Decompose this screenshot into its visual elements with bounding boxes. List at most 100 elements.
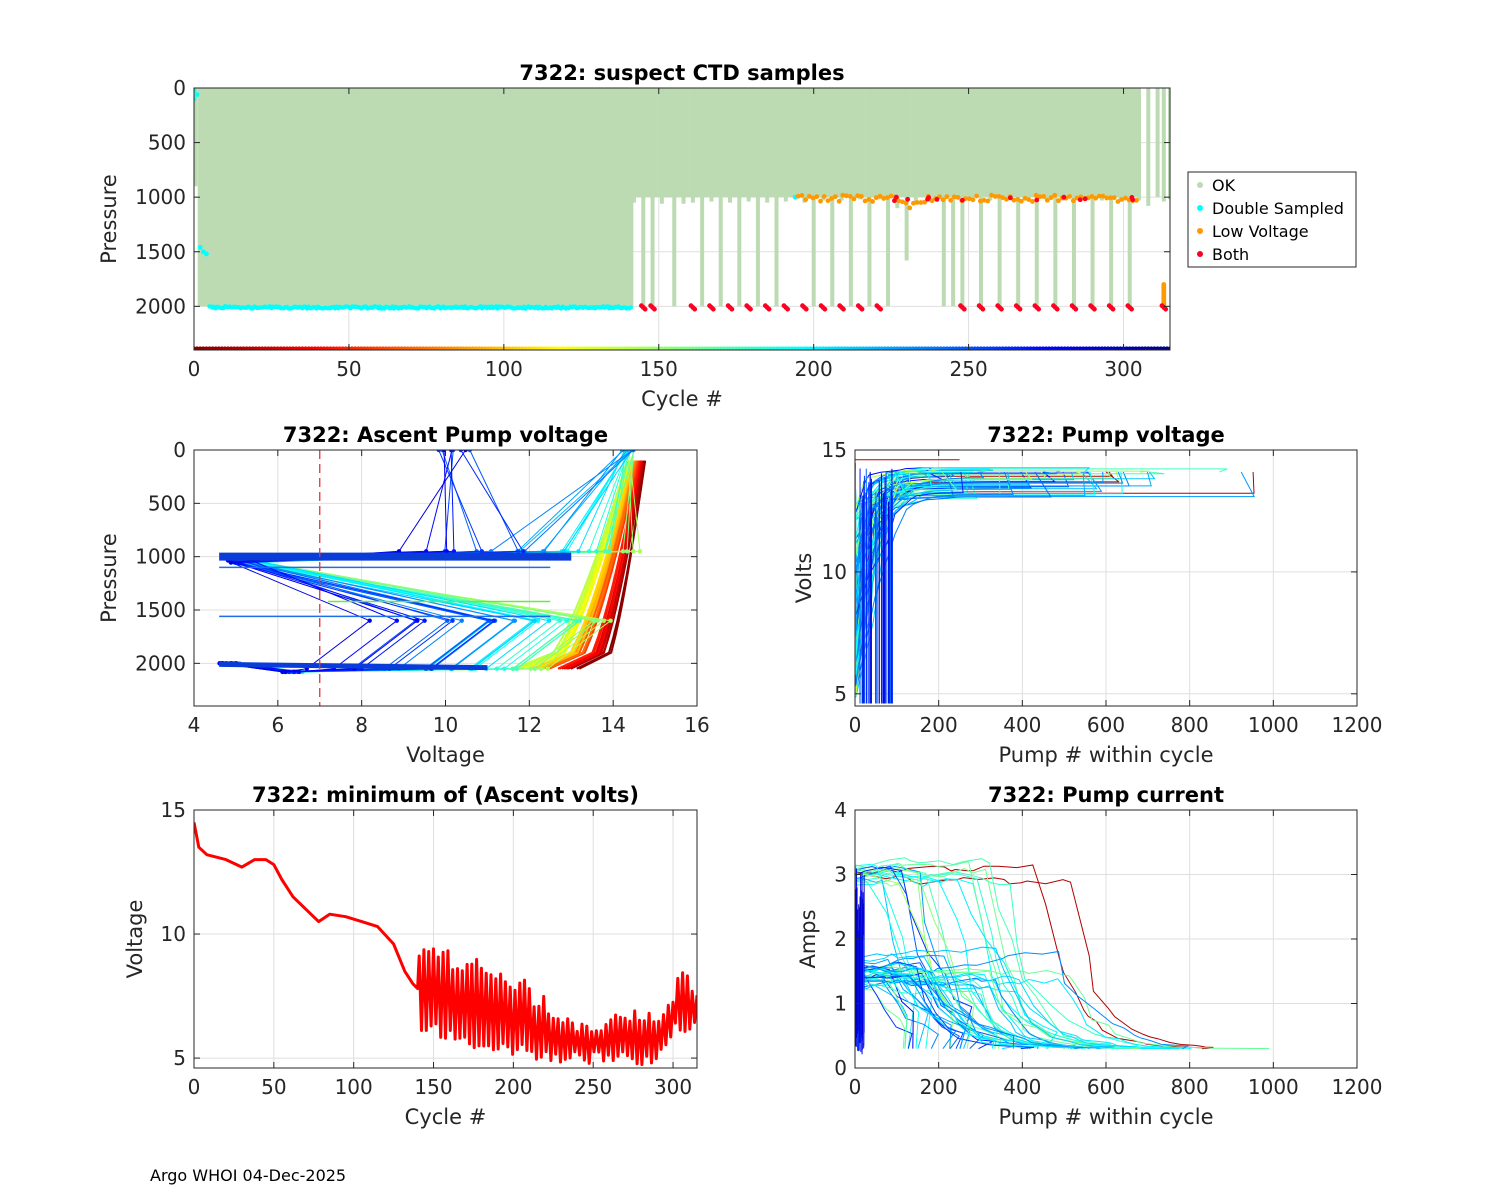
ascent-point [532,618,537,623]
ascent-point [606,549,611,554]
ascent-point [538,666,544,671]
low-voltage-point [914,200,920,205]
low-voltage-point [992,194,998,199]
x-tick-label: 0 [188,357,201,381]
low-voltage-point [1096,193,1102,199]
ascent-trace [546,460,637,670]
low-voltage-point [1044,197,1050,203]
x-tick-label: 1200 [1332,713,1383,737]
ascent-point [458,450,463,453]
y-tick-label: 1000 [135,545,186,569]
ascent-trace [564,460,642,670]
ascent-trace [570,460,645,670]
y-tick-label: 4 [834,798,847,822]
ascent-trace [517,460,629,670]
ascent-point [594,549,599,554]
x-axis-label: Cycle # [405,1105,487,1129]
pump-voltage-traces [855,459,1256,704]
chart-title: 7322: Ascent Pump voltage [283,423,608,447]
low-voltage-point [829,196,835,201]
low-voltage-point [966,196,972,202]
legend-label: Low Voltage [1212,222,1309,241]
both-point [692,306,698,312]
x-tick-label: 1200 [1332,1075,1383,1099]
low-voltage-point [1018,198,1024,204]
both-point [859,306,865,312]
y-tick-label: 15 [161,798,186,822]
ascent-point [491,618,496,623]
chart-title: 7322: suspect CTD samples [519,61,844,85]
low-voltage-point [1115,199,1121,204]
double-sampled-point [203,251,209,257]
low-voltage-point [1070,198,1076,204]
ascent-point [512,618,518,623]
ascent-point [601,618,607,623]
low-voltage-point [955,195,961,200]
low-voltage-point [1000,195,1006,201]
ascent-point [595,618,600,623]
low-voltage-point [1100,193,1106,199]
both-point [1061,194,1067,200]
ascent-point [459,618,464,623]
pump-current-trace [855,868,1015,1049]
double-sampled-point [628,305,634,310]
pump-current-trace [855,868,1270,1050]
x-tick-label: 0 [849,1075,862,1099]
x-axis-label: Voltage [406,743,485,767]
both-point [980,306,986,312]
cycle-marker [1167,346,1170,350]
pump-current-trace [855,868,1017,1050]
pump-current-trace [855,867,975,1049]
x-tick-label: 0 [188,1075,201,1099]
pump-current-trace [855,867,1140,1050]
both-point [926,195,932,200]
double-sampled-point [194,96,197,102]
ascent-point [630,549,636,554]
ascent-point [415,618,420,623]
x-tick-label: 150 [640,357,678,381]
x-tick-label: 50 [261,1075,286,1099]
pump-current-trace [855,857,1112,1049]
both-point [1007,195,1013,201]
low-voltage-point [881,196,887,201]
pump-current-plot: 0 200 400 600 800 1000 1200 0 1 2 3 4 7322: Pump cur… [796,783,1382,1129]
legend: OK Double Sampled Low Voltage Both [1187,171,1357,268]
ascent-point [450,618,455,623]
pump-current-trace [855,867,1058,1049]
low-voltage-point [974,193,980,199]
y-tick-label: 3 [834,863,847,887]
y-tick-label: 2000 [135,651,186,675]
low-voltage-point [844,193,849,199]
pump-voltage-trace [855,462,1086,506]
low-voltage-point [1011,197,1017,203]
x-tick-label: 4 [188,713,201,737]
low-voltage-point [1004,196,1009,202]
x-tick-label: 400 [1003,713,1041,737]
low-voltage-point [840,192,846,198]
y-tick-label: 5 [834,682,847,706]
y-tick-label: 1500 [135,240,186,264]
chart-title: 7322: minimum of (Ascent volts) [252,783,639,807]
low-voltage-point [1022,195,1028,201]
pump-current-trace [855,868,1035,1050]
axes-box [193,87,1171,351]
low-voltage-point [806,193,812,199]
both-point [892,198,897,204]
y-axis-label: Voltage [123,900,147,979]
pump-voltage-plot: 0 200 400 600 800 1000 1200 5 10 15 7322: Pump vol… [792,423,1382,767]
both-point [1082,196,1088,202]
ascent-point [283,669,288,675]
plot-content [855,857,1270,1055]
x-tick-label: 12 [517,713,542,737]
low-voltage-point [970,197,976,203]
pump-current-trace [855,868,967,1049]
x-tick-label: 1000 [1248,1075,1299,1099]
pump-current-trace [855,868,971,1049]
low-voltage-point [836,198,842,204]
low-voltage-point [951,194,957,200]
x-tick-label: 300 [654,1075,692,1099]
ascent-trace [578,460,646,670]
x-tick-label: 50 [336,357,361,381]
low-voltage-point [989,192,994,198]
x-tick-label: 800 [1171,713,1209,737]
